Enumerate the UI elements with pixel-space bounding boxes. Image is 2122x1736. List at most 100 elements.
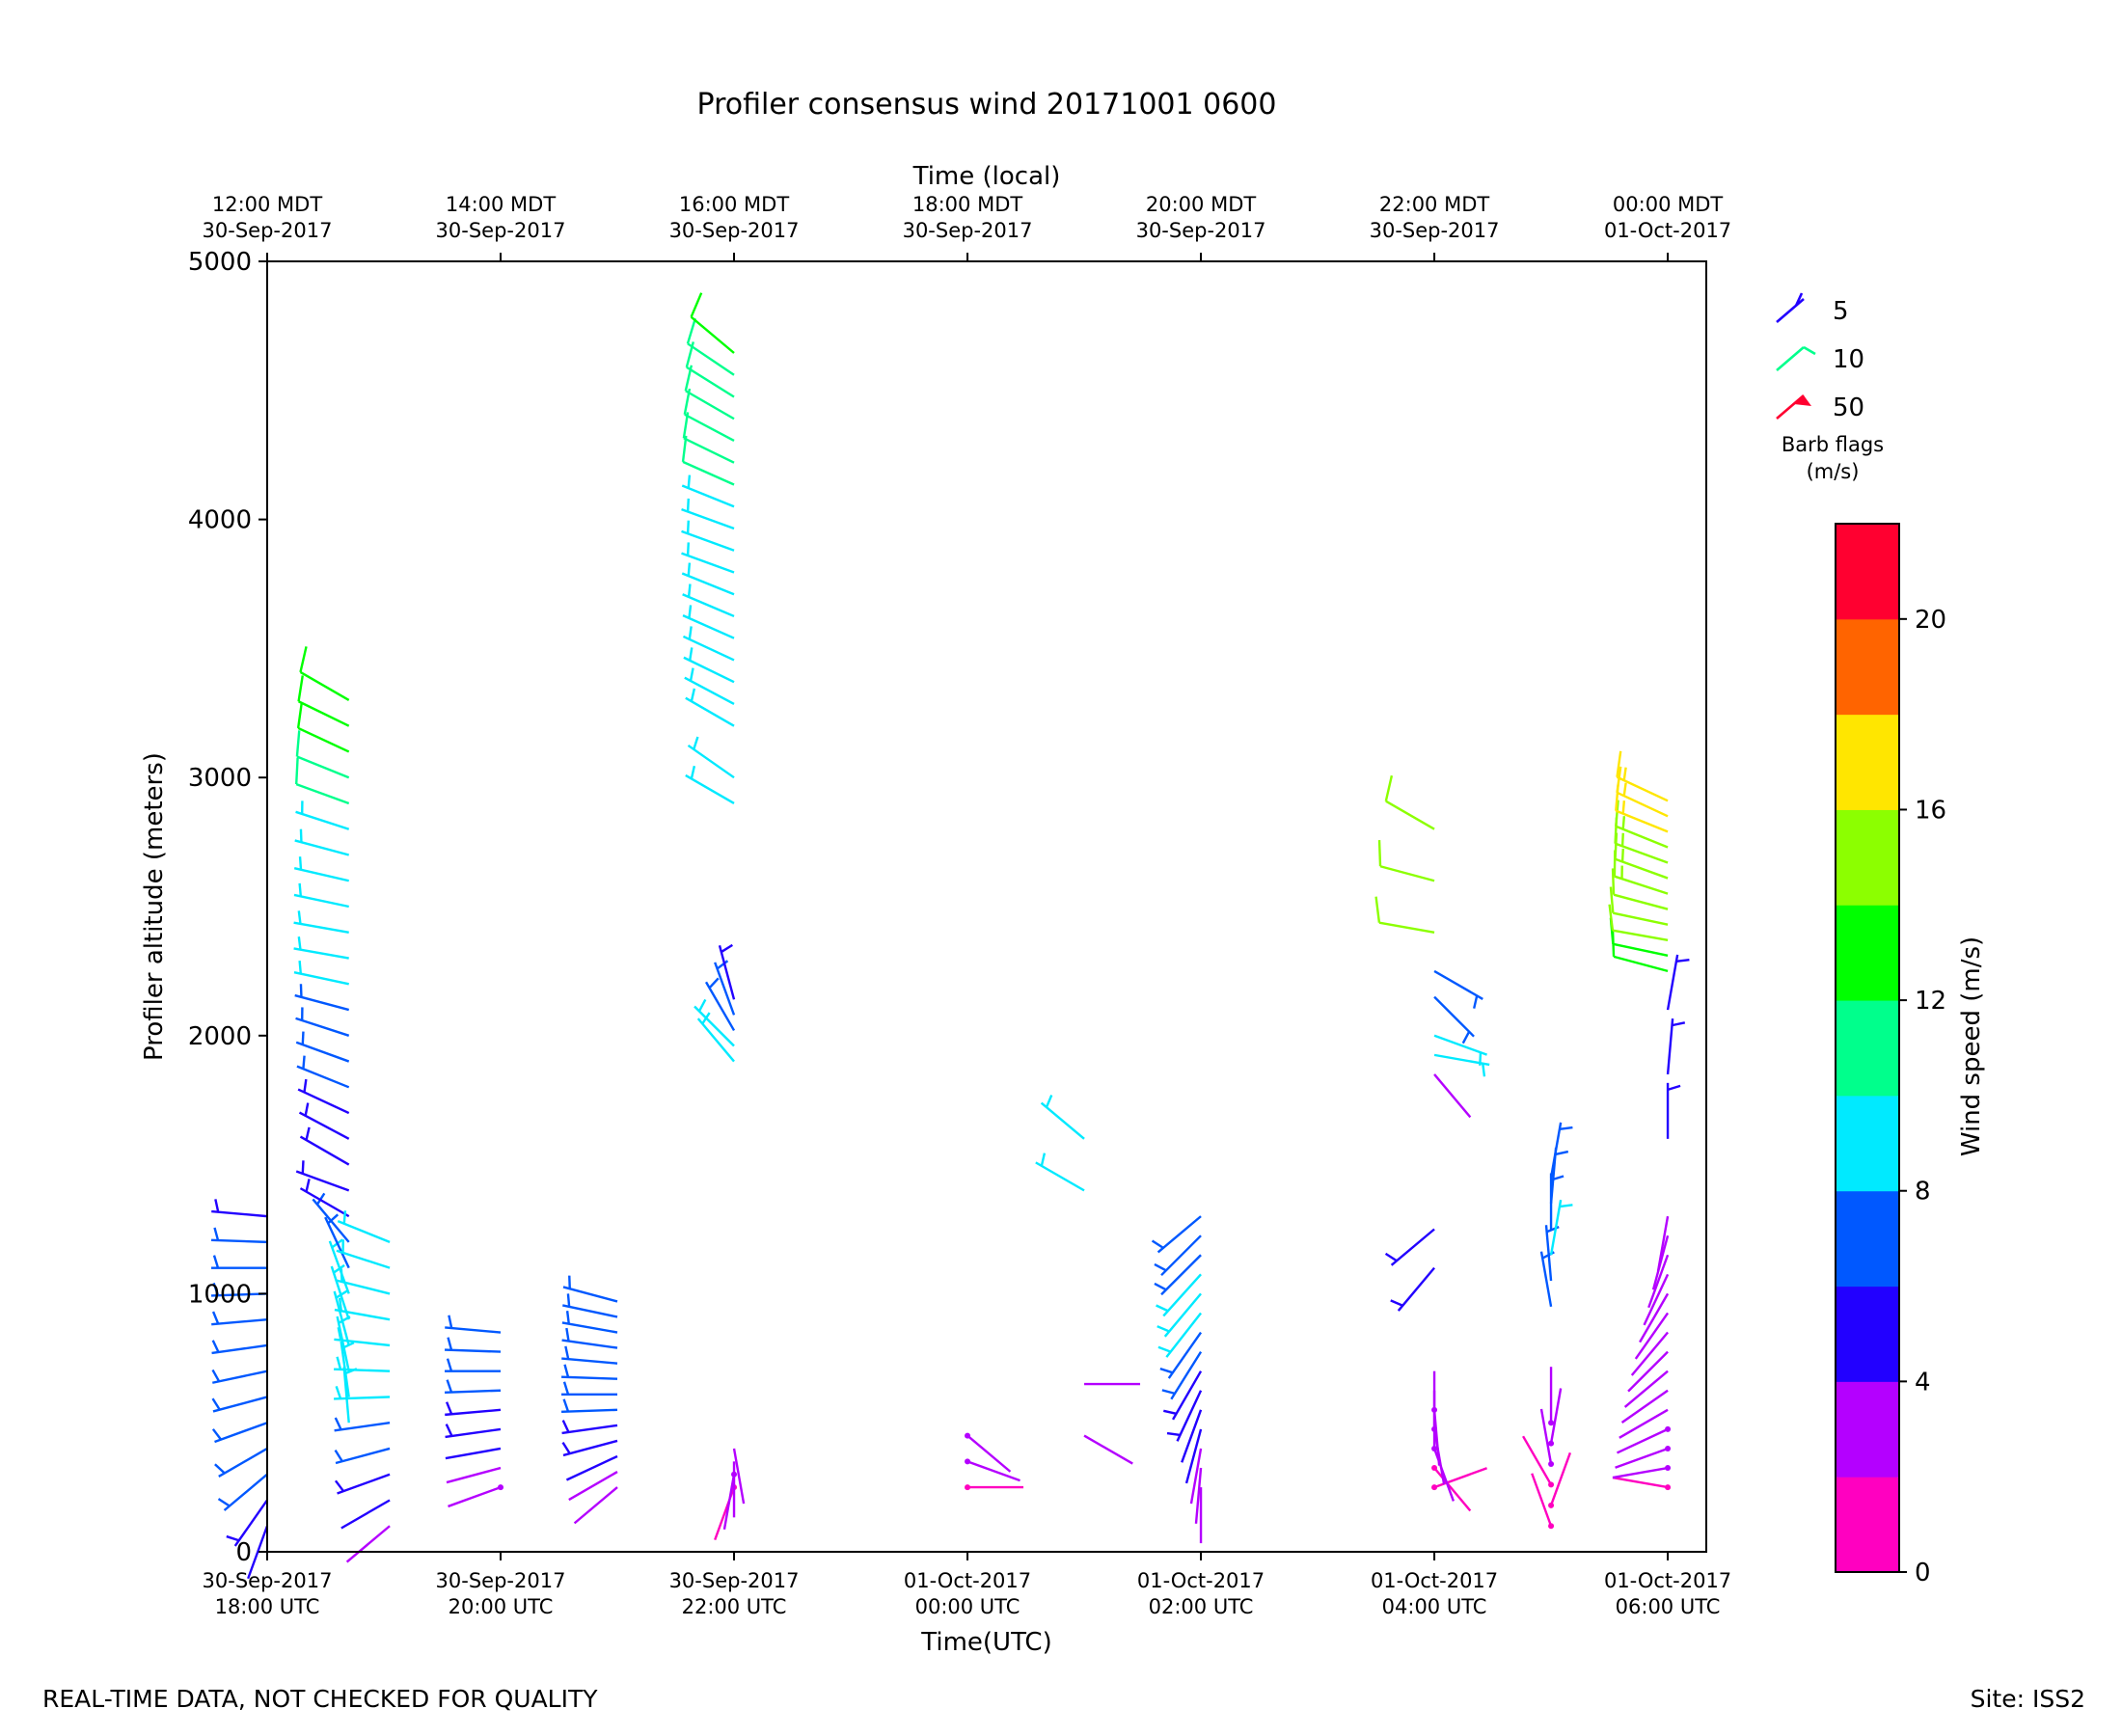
- barb-half-feather: [446, 1379, 453, 1393]
- barb-half-feather: [1154, 1262, 1167, 1272]
- wind-barb: [1194, 1467, 1203, 1524]
- barb-staff: [1433, 1034, 1487, 1056]
- barb-half-feather: [690, 688, 696, 702]
- wind-barb: [295, 800, 350, 830]
- barb-staff: [340, 1499, 391, 1530]
- barb-staff: [1613, 955, 1669, 973]
- wind-barb: [334, 1297, 391, 1321]
- wind-barb: [690, 292, 735, 354]
- barb-staff: [686, 366, 735, 398]
- barb-half-feather: [226, 1534, 240, 1542]
- barb-staff: [562, 1286, 618, 1303]
- x-bottom-tick-label: 30-Sep-2017: [203, 1569, 333, 1592]
- barb-staff: [299, 1187, 350, 1218]
- wind-profile: [334, 1210, 391, 1563]
- wind-barb: [1634, 1312, 1670, 1360]
- wind-barb: [295, 1160, 350, 1192]
- barb-half-feather: [303, 1078, 308, 1093]
- barb-staff: [1549, 1122, 1563, 1179]
- colorbar-tick-label: 20: [1915, 606, 1946, 635]
- wind-barb: [1159, 1331, 1203, 1379]
- barb-staff: [1614, 875, 1669, 895]
- wind-barb: [324, 1213, 350, 1269]
- barb-half-feather: [334, 1417, 342, 1430]
- barb-half-feather: [305, 1126, 311, 1141]
- barb-half-feather: [297, 936, 302, 950]
- barb-staff: [334, 1422, 391, 1432]
- wind-barb: [298, 1102, 350, 1140]
- barb-half-feather: [565, 1311, 570, 1324]
- wind-barb: [211, 1311, 268, 1326]
- barb-half-feather: [686, 542, 690, 556]
- barb-half-feather: [1156, 1325, 1170, 1333]
- barb-staff: [966, 1434, 1012, 1473]
- wind-profile: [1374, 774, 1435, 934]
- x-top-tick-label: 30-Sep-2017: [1136, 219, 1266, 242]
- wind-barb: [1083, 1434, 1133, 1465]
- wind-profile: [681, 292, 735, 727]
- wind-profile: [1431, 1370, 1487, 1512]
- wind-barb: [335, 1268, 391, 1295]
- wind-profile: [1035, 1095, 1085, 1192]
- barb-staff: [446, 1466, 502, 1484]
- barb-staff: [683, 656, 735, 684]
- barb-staff: [682, 593, 735, 618]
- colorbar-tick-label: 12: [1915, 987, 1946, 1016]
- barb-full-feather: [1616, 766, 1622, 793]
- wind-barb: [1548, 1451, 1572, 1508]
- x-bottom-tick-label: 02:00 UTC: [1149, 1595, 1254, 1618]
- x-top-tick-label: 22:00 MDT: [1379, 193, 1489, 216]
- barb-staff: [681, 552, 735, 574]
- barb-staff: [1189, 1448, 1203, 1505]
- wind-barb: [293, 856, 349, 882]
- wind-barb: [1157, 1312, 1202, 1358]
- wind-barb: [1620, 1389, 1669, 1424]
- wind-barb: [1431, 1465, 1472, 1512]
- wind-profile: [1433, 969, 1483, 1044]
- barb-half-feather: [298, 882, 303, 897]
- legend-label: 5: [1833, 297, 1849, 326]
- barb-half-feather: [1622, 782, 1627, 797]
- barb-full-feather: [299, 646, 308, 673]
- barb-staff: [1616, 791, 1669, 818]
- y-axis-title: Profiler altitude (meters): [140, 752, 169, 1061]
- barb-full-feather: [1609, 886, 1615, 913]
- barb-staff: [1666, 1018, 1674, 1075]
- barb-staff: [732, 1448, 746, 1505]
- colorbar-segment: [1836, 809, 1899, 906]
- wind-barb: [565, 1454, 618, 1481]
- legend-item: 50: [1776, 393, 1864, 422]
- y-axis: 0 1000 2000 3000 4000 5000: [188, 248, 267, 1567]
- barb-staff: [214, 1422, 268, 1444]
- barb-half-feather: [298, 961, 303, 974]
- barb-half-feather: [340, 1268, 343, 1283]
- wind-profile: [210, 1199, 269, 1580]
- wind-barb: [211, 1340, 268, 1355]
- wind-barb: [446, 1466, 502, 1484]
- barb-staff: [1643, 1273, 1670, 1326]
- wind-barb: [1433, 1034, 1487, 1066]
- barb-staff: [1165, 1312, 1202, 1358]
- barb-half-feather: [1473, 995, 1479, 1009]
- barb-staff: [295, 1017, 350, 1037]
- barb-half-feather: [693, 736, 699, 750]
- barb-half-feather: [562, 1398, 570, 1412]
- barb-full-feather: [1377, 839, 1382, 867]
- wind-barb: [295, 757, 350, 805]
- colorbar-segment: [1836, 1286, 1899, 1382]
- wind-barb: [336, 1239, 391, 1269]
- x-bottom-tick-label: 01-Oct-2017: [904, 1569, 1031, 1592]
- wind-barb: [965, 1458, 1020, 1482]
- x-top-tick-label: 18:00 MDT: [912, 193, 1022, 216]
- barb-staff: [684, 413, 735, 443]
- x-bottom-tick-label: 01-Oct-2017: [1604, 1569, 1731, 1592]
- wind-barb: [1374, 896, 1435, 934]
- x-top-tick-label: 30-Sep-2017: [436, 219, 566, 242]
- wind-profile: [1384, 1228, 1435, 1312]
- barb-half-feather: [447, 1337, 453, 1351]
- barb-half-feather: [217, 1498, 231, 1507]
- wind-barb: [1040, 1095, 1085, 1140]
- wind-barb: [1189, 1448, 1203, 1505]
- barb-half-feather: [1559, 1204, 1573, 1208]
